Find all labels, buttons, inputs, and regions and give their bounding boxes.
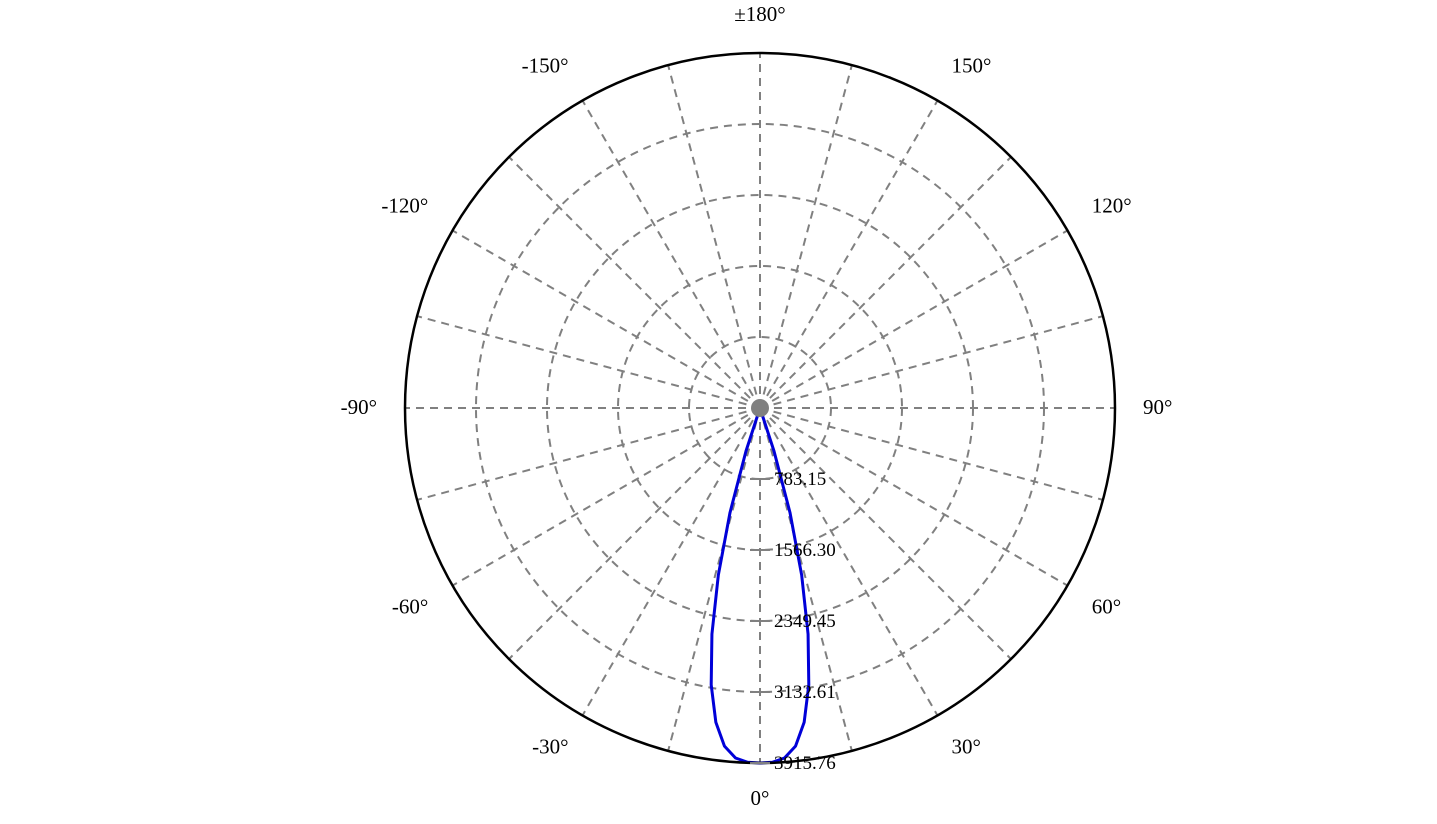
grid-spoke [453,231,760,409]
grid-spoke [760,65,852,408]
grid-spoke [760,408,938,715]
grid-spoke [583,408,761,715]
grid-spoke [760,101,938,408]
angle-label: -150° [522,53,569,77]
angle-label: -60° [392,595,428,619]
radial-label: 1566.30 [774,540,836,561]
angle-label: 60° [1092,595,1121,619]
grid-spoke [417,408,760,500]
angle-label: 90° [1143,395,1172,419]
angle-label: -120° [381,194,428,218]
angle-label: 120° [1092,194,1132,218]
grid-spoke [760,231,1067,409]
grid-spoke [668,65,760,408]
grid-spoke [760,157,1011,408]
radial-label: 2349.45 [774,611,836,632]
angle-label: -90° [341,395,377,419]
radial-label: 783.15 [774,469,826,490]
angle-label: 30° [952,735,981,759]
grid-spoke [453,408,760,586]
grid-spoke [583,101,761,408]
polar-chart: 783.15 1566.30 2349.45 3132.61 3915.760° 30° 6… [0,0,1437,824]
grid-spoke [509,408,760,659]
radial-label: 3132.61 [774,682,836,703]
angle-label: ±180° [734,2,785,26]
angle-label: -30° [532,735,568,759]
angle-label: 0° [751,786,770,810]
radial-label: 3915.76 [774,753,836,774]
center-dot [751,399,769,417]
grid-spoke [760,316,1103,408]
grid-spoke [509,157,760,408]
grid-spoke [417,316,760,408]
angle-label: 150° [952,53,992,77]
